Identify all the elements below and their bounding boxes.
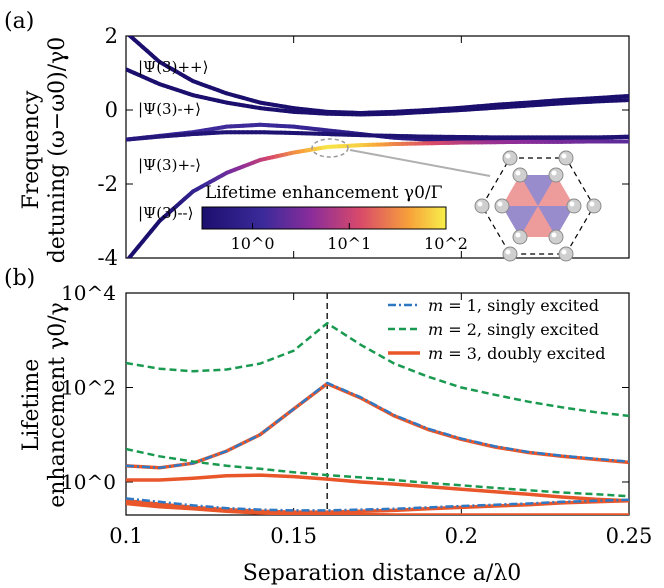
panel-b-series — [126, 321, 629, 515]
highlight-ellipse — [311, 138, 349, 158]
colorbar-tick-label: 10^0 — [231, 234, 275, 253]
panel-b-ytick-label: 10^2 — [61, 375, 116, 399]
legend-label-m: m — [428, 296, 443, 315]
panel-b-ticks: 0.1 0.15 0.2 0.25 10^0 10^2 10^4 — [61, 281, 652, 548]
panel-b-ylabel-line2: enhancement γ0/γ — [45, 302, 70, 508]
panel-a-ylabel-line1: Frequency — [19, 90, 44, 210]
panel-b-xtick-label: 0.2 — [445, 524, 478, 548]
inset-atom — [494, 198, 510, 214]
colorbar-ticks: 10^0 10^1 10^2 — [231, 223, 468, 253]
state-label-mp: |Ψ(3)-+⟩ — [138, 100, 201, 118]
inset-atom-highlight — [515, 170, 521, 176]
inset-atom-highlight — [477, 201, 483, 207]
inset-atom — [558, 150, 574, 166]
panel-b-series-5 — [126, 497, 629, 512]
inset-atom-highlight — [505, 249, 511, 255]
inset-atom-highlight — [497, 201, 503, 207]
panel-label-a: (a) — [4, 9, 34, 34]
panel-a-series-3 — [126, 130, 629, 142]
inset-atom — [502, 150, 518, 166]
legend-label-rest: = 3, doubly excited — [443, 344, 605, 363]
panel-b-xtick-label: 0.15 — [270, 524, 317, 548]
inset-atom-highlight — [505, 153, 511, 159]
inset-atom — [512, 167, 528, 183]
legend-label: m = 3, doubly excited — [428, 344, 605, 363]
colorbar-label: Lifetime enhancement γ0/Γ — [205, 183, 443, 203]
legend-label-rest: = 2, singly excited — [443, 320, 599, 339]
inset-atom — [512, 229, 528, 245]
x-axis-label: Separation distance a/λ0 — [243, 561, 522, 586]
colorbar — [201, 206, 447, 230]
inset-atom — [586, 198, 602, 214]
inset-atom-highlight — [589, 201, 595, 207]
panel-b-series-7 — [126, 501, 629, 515]
inset-atom — [502, 246, 518, 262]
panel-b-series-1 — [126, 381, 629, 470]
panel-b-ytick-label: 10^0 — [61, 470, 116, 494]
panel-a-series-4 — [126, 139, 629, 258]
colorbar-tick-label: 10^2 — [424, 234, 468, 253]
panel-b-series-3 — [126, 447, 629, 498]
inset-atom-highlight — [561, 249, 567, 255]
inset-atom-highlight — [551, 232, 557, 238]
legend-label: m = 1, singly excited — [428, 296, 599, 315]
legend-label-rest: = 1, singly excited — [443, 296, 599, 315]
colorbar-tick-label: 10^1 — [327, 234, 371, 253]
hexagon-inset — [474, 150, 602, 262]
inset-colored-hexagon — [502, 175, 574, 237]
legend-label-m: m — [428, 344, 443, 363]
legend-label: m = 2, singly excited — [428, 320, 599, 339]
panel-a-ytick-label: -2 — [98, 172, 118, 196]
state-label-pp: |Ψ(3)++⟩ — [138, 58, 208, 76]
panel-label-b: (b) — [4, 266, 35, 291]
panel-a-series — [126, 36, 629, 258]
inset-atom-highlight — [551, 170, 557, 176]
panel-a-ytick-label: 2 — [105, 24, 118, 48]
panel-b-series-4 — [126, 473, 629, 503]
inset-atom — [548, 167, 564, 183]
inset-atom — [548, 229, 564, 245]
state-label-pm: |Ψ(3)+-⟩ — [138, 156, 201, 174]
highlight-pointer — [349, 149, 491, 177]
inset-atom-highlight — [561, 153, 567, 159]
panel-a-frame — [125, 35, 630, 259]
panel-b-ytick-label: 10^4 — [61, 281, 116, 305]
panel-b-ylabel-line1: Lifetime — [19, 359, 44, 452]
state-label-mm: |Ψ(3)--⟩ — [138, 204, 193, 222]
inset-atom-highlight — [569, 201, 575, 207]
panel-b-xtick-label: 0.1 — [109, 524, 142, 548]
panel-a-ytick-label: -4 — [98, 246, 118, 270]
panel-a-series-1 — [126, 67, 629, 117]
state-labels: |Ψ(3)++⟩ |Ψ(3)-+⟩ |Ψ(3)+-⟩ |Ψ(3)--⟩ — [138, 58, 208, 222]
panel-a-ylabel-line2: detuning (ω−ω0)/γ0 — [45, 37, 70, 264]
inset-atom — [566, 198, 582, 214]
inset-atom — [474, 198, 490, 214]
legend-label-m: m — [428, 320, 443, 339]
panel-a-ytick-label: 0 — [105, 98, 118, 122]
inset-atom-highlight — [515, 232, 521, 238]
panel-b-xtick-label: 0.25 — [606, 524, 653, 548]
inset-atom — [558, 246, 574, 262]
